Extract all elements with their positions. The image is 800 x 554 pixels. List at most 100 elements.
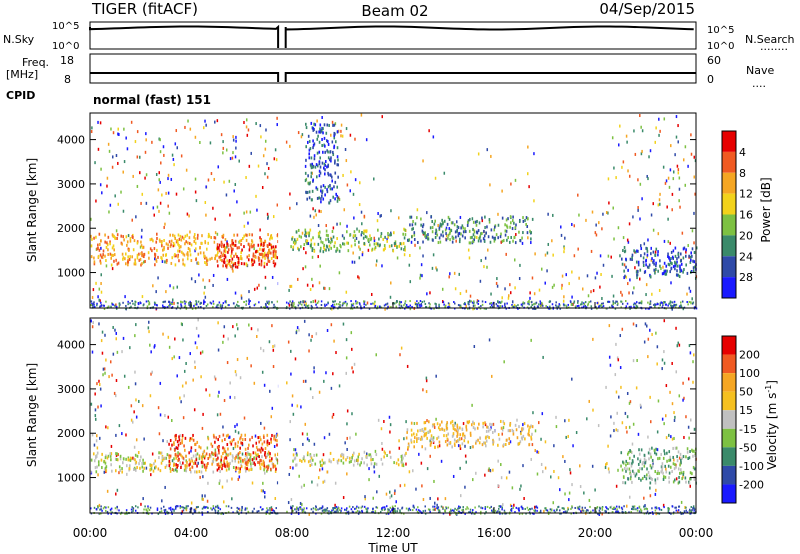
power-noise-cell (552, 253, 554, 257)
velocity-scatter-cell (138, 462, 140, 466)
power-noise-cell (585, 218, 587, 222)
velocity-scatter-cell (165, 464, 168, 468)
power-noise-cell (289, 284, 291, 288)
power-scatter-cell (121, 252, 124, 256)
power-scatter-cell (236, 233, 239, 237)
velocity-ground-cell (337, 507, 340, 510)
velocity-noise-cell (323, 436, 326, 440)
power-ground-cell (359, 303, 361, 306)
power-noise-cell (111, 155, 114, 159)
power-ground-cell (607, 300, 610, 303)
power-ground-cell (125, 304, 127, 307)
power-ground-cell (578, 304, 580, 307)
power-scatter-cell (122, 257, 124, 261)
velocity-scatter-cell (673, 467, 676, 471)
velocity-noise-cell (537, 450, 540, 454)
velocity-ground-cell (100, 505, 102, 508)
velocity-noise-cell (346, 422, 348, 426)
velocity-ground-cell (691, 509, 693, 512)
velocity-ground-cell (486, 505, 489, 508)
power-noise-cell (468, 299, 471, 303)
velocity-noise-cell (346, 472, 348, 476)
power-noise-cell (505, 252, 507, 256)
power-ground-cell (695, 307, 698, 310)
power-scatter-cell (323, 123, 326, 127)
velocity-scatter-cell (306, 451, 309, 455)
velocity-ground-cell (386, 512, 388, 515)
velocity-noise-cell (276, 481, 279, 485)
power-scatter-cell (319, 130, 322, 134)
power-scatter-cell (323, 136, 326, 140)
power-scatter-cell (680, 262, 683, 266)
power-noise-cell (98, 287, 101, 291)
velocity-ground-cell (571, 506, 573, 509)
power-noise-cell (276, 203, 279, 207)
velocity-noise-cell (228, 435, 230, 439)
power-marks (90, 113, 698, 311)
velocity-ground-cell (272, 509, 275, 512)
velocity-ground-cell (105, 509, 107, 512)
velocity-scatter-cell (413, 445, 415, 449)
velocity-noise-cell (190, 501, 193, 505)
power-ground-cell (675, 303, 678, 306)
velocity-ground-cell (238, 507, 240, 510)
power-noise-cell (354, 178, 357, 182)
velocity-ground-cell (581, 506, 584, 509)
power-noise-cell (325, 238, 327, 242)
velocity-scatter-cell (509, 429, 511, 433)
power-noise-cell (533, 292, 536, 296)
power-scatter-cell (669, 258, 671, 262)
power-ground-cell (497, 301, 499, 304)
power-scatter-cell (336, 155, 339, 159)
velocity-scatter-cell (505, 438, 508, 442)
power-scatter-cell (209, 257, 211, 261)
power-ground-cell (580, 303, 582, 306)
velocity-ground-cell (107, 506, 110, 509)
power-scatter-cell (123, 238, 125, 242)
velocity-scatter-cell (273, 434, 276, 438)
power-scatter-cell (203, 256, 206, 260)
power-scatter-cell (152, 239, 154, 243)
power-noise-cell (91, 295, 94, 299)
velocity-noise-cell (194, 341, 197, 345)
power-scatter-cell (680, 259, 682, 263)
power-ground-cell (567, 303, 569, 306)
velocity-noise-cell (151, 370, 153, 374)
power-scatter-cell (678, 275, 681, 279)
power-noise-cell (456, 220, 458, 224)
power-scatter-cell (216, 259, 219, 263)
power-noise-cell (613, 237, 615, 241)
velocity-ground-cell (335, 508, 338, 511)
velocity-scatter-cell (692, 454, 694, 458)
velocity-ground-cell (549, 508, 552, 511)
power-scatter-cell (404, 228, 406, 232)
velocity-scatter-cell (258, 448, 261, 452)
velocity-ground-cell (564, 510, 567, 513)
power-scatter-cell (333, 123, 336, 127)
power-noise-cell (189, 127, 192, 131)
power-noise-cell (627, 240, 630, 244)
velocity-ground-cell (372, 507, 374, 510)
power-scatter-cell (96, 247, 99, 251)
power-noise-cell (628, 174, 631, 178)
power-scatter-cell (134, 261, 137, 265)
velocity-scatter-cell (274, 438, 277, 442)
velocity-noise-cell (444, 497, 447, 501)
power-noise-cell (233, 189, 235, 193)
velocity-noise-cell (632, 322, 635, 326)
velocity-scatter-cell (530, 424, 532, 428)
velocity-noise-cell (364, 497, 367, 501)
power-noise-cell (157, 188, 160, 192)
power-scatter-cell (170, 239, 173, 243)
velocity-scatter-cell (276, 439, 278, 443)
power-scatter-cell (365, 235, 368, 239)
power-scatter-cell (388, 244, 391, 248)
power-scatter-cell (264, 256, 266, 260)
velocity-scatter-cell (671, 470, 673, 474)
power-noise-cell (354, 137, 356, 141)
velocity-scatter-cell (200, 460, 203, 464)
power-ground-cell (590, 305, 593, 308)
velocity-scatter-cell (182, 456, 185, 460)
velocity-ground-cell (585, 510, 588, 513)
power-ground-cell (611, 304, 613, 307)
